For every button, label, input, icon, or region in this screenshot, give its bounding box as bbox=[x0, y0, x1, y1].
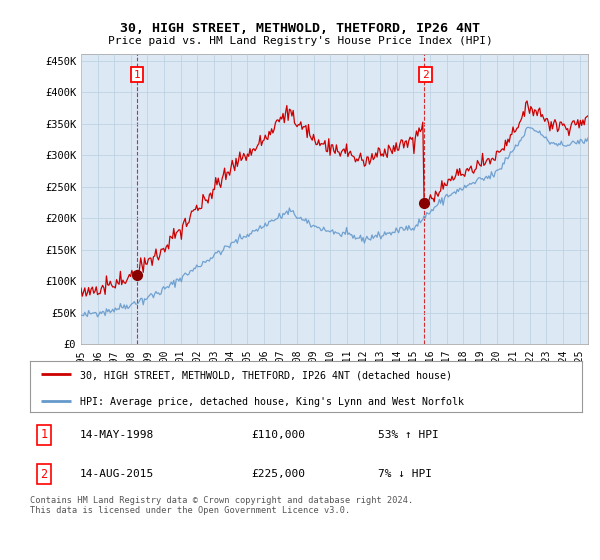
Text: 7% ↓ HPI: 7% ↓ HPI bbox=[378, 469, 432, 479]
Text: HPI: Average price, detached house, King's Lynn and West Norfolk: HPI: Average price, detached house, King… bbox=[80, 396, 464, 407]
Text: Price paid vs. HM Land Registry's House Price Index (HPI): Price paid vs. HM Land Registry's House … bbox=[107, 36, 493, 46]
Text: 2: 2 bbox=[422, 69, 429, 80]
Text: Contains HM Land Registry data © Crown copyright and database right 2024.
This d: Contains HM Land Registry data © Crown c… bbox=[30, 496, 413, 515]
Text: 30, HIGH STREET, METHWOLD, THETFORD, IP26 4NT (detached house): 30, HIGH STREET, METHWOLD, THETFORD, IP2… bbox=[80, 370, 452, 380]
Text: 14-MAY-1998: 14-MAY-1998 bbox=[80, 430, 154, 440]
Text: 14-AUG-2015: 14-AUG-2015 bbox=[80, 469, 154, 479]
Text: 2: 2 bbox=[40, 468, 47, 481]
Text: 1: 1 bbox=[134, 69, 140, 80]
Text: 30, HIGH STREET, METHWOLD, THETFORD, IP26 4NT: 30, HIGH STREET, METHWOLD, THETFORD, IP2… bbox=[120, 22, 480, 35]
Text: 1: 1 bbox=[40, 428, 47, 441]
Text: £110,000: £110,000 bbox=[251, 430, 305, 440]
Text: £225,000: £225,000 bbox=[251, 469, 305, 479]
Text: 53% ↑ HPI: 53% ↑ HPI bbox=[378, 430, 439, 440]
